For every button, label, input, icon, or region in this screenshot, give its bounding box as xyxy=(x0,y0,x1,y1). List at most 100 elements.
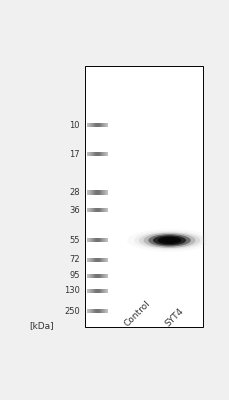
Bar xyxy=(104,274,105,278)
Bar xyxy=(88,289,89,293)
Bar xyxy=(97,123,98,127)
Bar xyxy=(104,289,105,293)
Bar xyxy=(100,289,101,293)
Bar xyxy=(97,190,98,194)
Bar xyxy=(100,258,101,262)
Bar xyxy=(91,208,92,212)
Bar xyxy=(101,208,102,212)
Bar xyxy=(96,208,97,212)
Bar xyxy=(92,309,93,313)
Bar xyxy=(100,274,101,278)
Bar xyxy=(103,123,104,127)
Bar xyxy=(98,258,99,262)
Bar xyxy=(98,190,99,194)
Text: 17: 17 xyxy=(69,150,80,159)
Bar xyxy=(104,190,105,194)
Bar xyxy=(91,289,92,293)
Bar xyxy=(107,274,108,278)
Bar xyxy=(100,208,101,212)
Bar xyxy=(93,152,94,156)
Bar xyxy=(87,309,88,313)
Bar xyxy=(106,208,107,212)
Bar xyxy=(87,123,88,127)
Bar xyxy=(94,289,95,293)
Bar xyxy=(101,274,102,278)
Bar xyxy=(99,274,100,278)
Bar xyxy=(93,123,94,127)
Bar xyxy=(107,152,108,156)
Bar xyxy=(103,190,104,194)
Bar xyxy=(93,190,94,194)
Bar xyxy=(105,208,106,212)
Bar xyxy=(105,123,106,127)
Bar xyxy=(105,309,106,313)
Bar xyxy=(101,123,102,127)
Bar xyxy=(92,289,93,293)
Bar xyxy=(92,190,93,194)
Bar xyxy=(103,274,104,278)
Bar xyxy=(100,123,101,127)
Bar xyxy=(106,289,107,293)
Bar xyxy=(91,123,92,127)
Bar xyxy=(107,123,108,127)
Bar xyxy=(105,274,106,278)
Bar xyxy=(96,289,97,293)
Bar xyxy=(93,208,94,212)
Text: 55: 55 xyxy=(70,236,80,245)
Bar xyxy=(105,238,106,242)
Bar xyxy=(88,190,89,194)
Text: 10: 10 xyxy=(70,120,80,130)
Bar xyxy=(99,238,100,242)
Bar xyxy=(99,289,100,293)
Bar xyxy=(91,258,92,262)
Bar xyxy=(88,238,89,242)
Bar xyxy=(94,208,95,212)
Bar xyxy=(88,208,89,212)
Bar xyxy=(102,289,103,293)
Bar xyxy=(88,123,89,127)
Text: 36: 36 xyxy=(69,206,80,215)
Bar xyxy=(90,152,91,156)
Bar xyxy=(107,238,108,242)
Bar xyxy=(102,258,103,262)
Bar xyxy=(96,152,97,156)
Bar xyxy=(90,258,91,262)
Bar xyxy=(107,258,108,262)
Bar xyxy=(100,238,101,242)
Bar xyxy=(97,309,98,313)
Bar xyxy=(102,274,103,278)
Bar xyxy=(100,190,101,194)
Bar xyxy=(104,309,105,313)
Bar xyxy=(89,309,90,313)
Bar xyxy=(93,258,94,262)
Bar xyxy=(89,258,90,262)
Text: 130: 130 xyxy=(64,286,80,295)
Bar xyxy=(98,123,99,127)
Bar xyxy=(88,258,89,262)
Bar xyxy=(103,258,104,262)
Bar xyxy=(104,258,105,262)
Bar xyxy=(96,258,97,262)
Text: [kDa]: [kDa] xyxy=(30,321,54,330)
Bar xyxy=(88,274,89,278)
Bar xyxy=(103,208,104,212)
Bar xyxy=(104,152,105,156)
Bar xyxy=(94,274,95,278)
Bar xyxy=(90,123,91,127)
Bar xyxy=(99,258,100,262)
Bar xyxy=(89,152,90,156)
Bar xyxy=(89,208,90,212)
Bar xyxy=(98,238,99,242)
Bar xyxy=(107,274,108,278)
Bar xyxy=(102,238,103,242)
Bar xyxy=(105,152,106,156)
Bar xyxy=(97,274,98,278)
Bar xyxy=(99,152,100,156)
Bar xyxy=(101,289,102,293)
Bar xyxy=(105,289,106,293)
Bar xyxy=(96,238,97,242)
Bar xyxy=(107,190,108,194)
Bar xyxy=(91,152,92,156)
Bar xyxy=(94,258,95,262)
Bar xyxy=(93,309,94,313)
